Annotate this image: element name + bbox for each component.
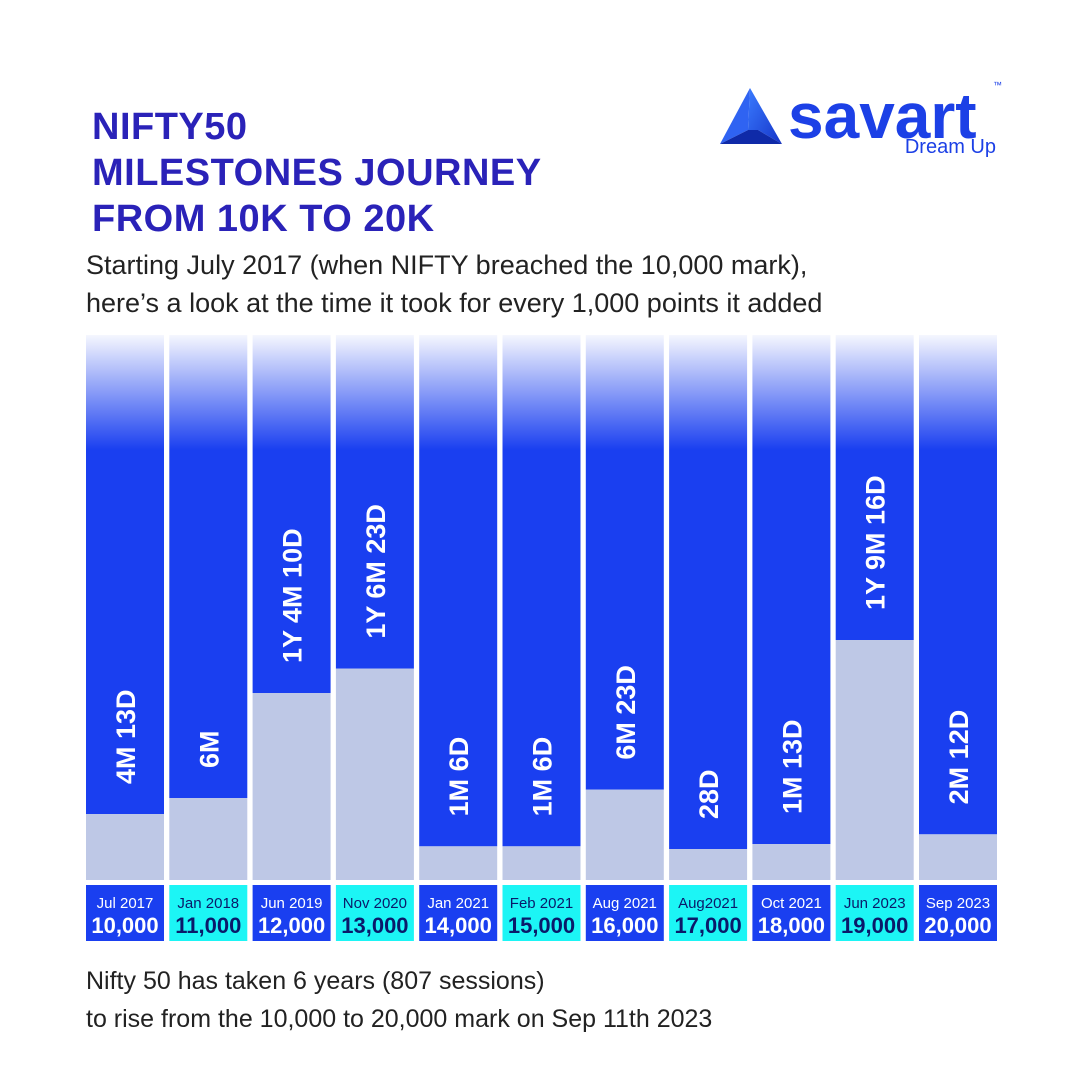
bar-duration-label-9: 1Y 9M 16D — [861, 475, 891, 610]
milestone-date-6: Aug 2021 — [593, 895, 657, 912]
milestone-level-10: 20,000 — [924, 913, 991, 938]
bar-duration-label-7: 28D — [694, 769, 724, 819]
bar-duration-label-3: 1Y 6M 23D — [361, 504, 391, 639]
milestone-level-9: 19,000 — [841, 913, 908, 938]
milestone-box-3 — [335, 885, 414, 941]
title-line-2: MILESTONES JOURNEY — [92, 152, 542, 194]
milestone-level-8: 18,000 — [758, 913, 825, 938]
bar-duration-label-5: 1M 6D — [528, 737, 558, 817]
logo-wordmark: savart — [788, 80, 977, 152]
milestone-box-1 — [169, 885, 248, 941]
bar-base-0 — [86, 814, 164, 880]
bar-duration-label-6: 6M 23D — [611, 665, 641, 760]
top-fade-overlay — [0, 330, 1080, 450]
milestone-box-7 — [669, 885, 748, 941]
milestone-level-0: 10,000 — [91, 913, 158, 938]
milestone-date-5: Feb 2021 — [510, 895, 573, 912]
bar-base-1 — [169, 798, 248, 880]
chart-title: NIFTY50 MILESTONES JOURNEY FROM 10K TO 2… — [92, 104, 542, 242]
milestone-date-7: Aug2021 — [678, 895, 738, 912]
milestone-date-3: Nov 2020 — [343, 895, 407, 912]
bar-base-4 — [419, 846, 498, 880]
bar-base-9 — [835, 640, 914, 880]
milestone-box-6 — [585, 885, 664, 941]
milestone-date-4: Jan 2021 — [427, 895, 489, 912]
logo-tagline: Dream Up — [904, 136, 996, 158]
subtitle-line-1: Starting July 2017 (when NIFTY breached … — [86, 250, 808, 280]
logo-trademark: ™ — [993, 80, 1002, 90]
milestone-date-1: Jan 2018 — [177, 895, 239, 912]
milestone-level-4: 14,000 — [425, 913, 492, 938]
milestone-box-9 — [835, 885, 914, 941]
bar-base-8 — [752, 844, 831, 880]
savart-triangle-icon — [720, 88, 782, 144]
milestone-level-1: 11,000 — [175, 913, 241, 938]
title-line-1: NIFTY50 — [92, 106, 248, 148]
milestone-box-10 — [919, 885, 997, 941]
bar-base-2 — [252, 693, 331, 880]
footer-line-2: to rise from the 10,000 to 20,000 mark o… — [86, 1005, 713, 1033]
subtitle-line-2: here’s a look at the time it took for ev… — [86, 288, 823, 318]
milestone-date-8: Oct 2021 — [761, 895, 822, 912]
milestone-box-2 — [252, 885, 331, 941]
bar-base-10 — [919, 834, 997, 880]
milestone-date-9: Jun 2023 — [844, 895, 906, 912]
milestone-level-3: 13,000 — [341, 913, 408, 938]
milestone-box-4 — [419, 885, 498, 941]
milestone-level-6: 16,000 — [591, 913, 658, 938]
bar-duration-label-10: 2M 12D — [944, 710, 974, 805]
milestone-box-8 — [752, 885, 831, 941]
milestone-level-2: 12,000 — [258, 913, 325, 938]
bar-base-3 — [335, 668, 414, 880]
bar-duration-label-1: 6M — [194, 730, 224, 768]
milestone-date-2: Jun 2019 — [261, 895, 323, 912]
milestone-date-0: Jul 2017 — [97, 895, 154, 912]
footer-line-1: Nifty 50 has taken 6 years (807 sessions… — [86, 967, 545, 995]
milestone-level-5: 15,000 — [508, 913, 575, 938]
milestone-box-5 — [502, 885, 581, 941]
chart-subtitle: Starting July 2017 (when NIFTY breached … — [86, 246, 822, 322]
bar-base-6 — [585, 789, 664, 880]
chart-footer-note: Nifty 50 has taken 6 years (807 sessions… — [86, 962, 712, 1038]
bar-base-7 — [669, 849, 748, 880]
bar-base-5 — [502, 846, 581, 880]
title-line-3: FROM 10K TO 20K — [92, 198, 435, 240]
savart-logo: savart ™ Dream Up — [718, 80, 1008, 160]
milestone-level-7: 17,000 — [674, 913, 741, 938]
bar-duration-label-2: 1Y 4M 10D — [278, 528, 308, 663]
milestone-date-10: Sep 2023 — [926, 895, 990, 912]
bar-duration-label-4: 1M 6D — [444, 737, 474, 817]
bar-duration-label-8: 1M 13D — [777, 719, 807, 814]
milestone-box-0 — [86, 885, 164, 941]
bar-duration-label-0: 4M 13D — [111, 689, 141, 784]
